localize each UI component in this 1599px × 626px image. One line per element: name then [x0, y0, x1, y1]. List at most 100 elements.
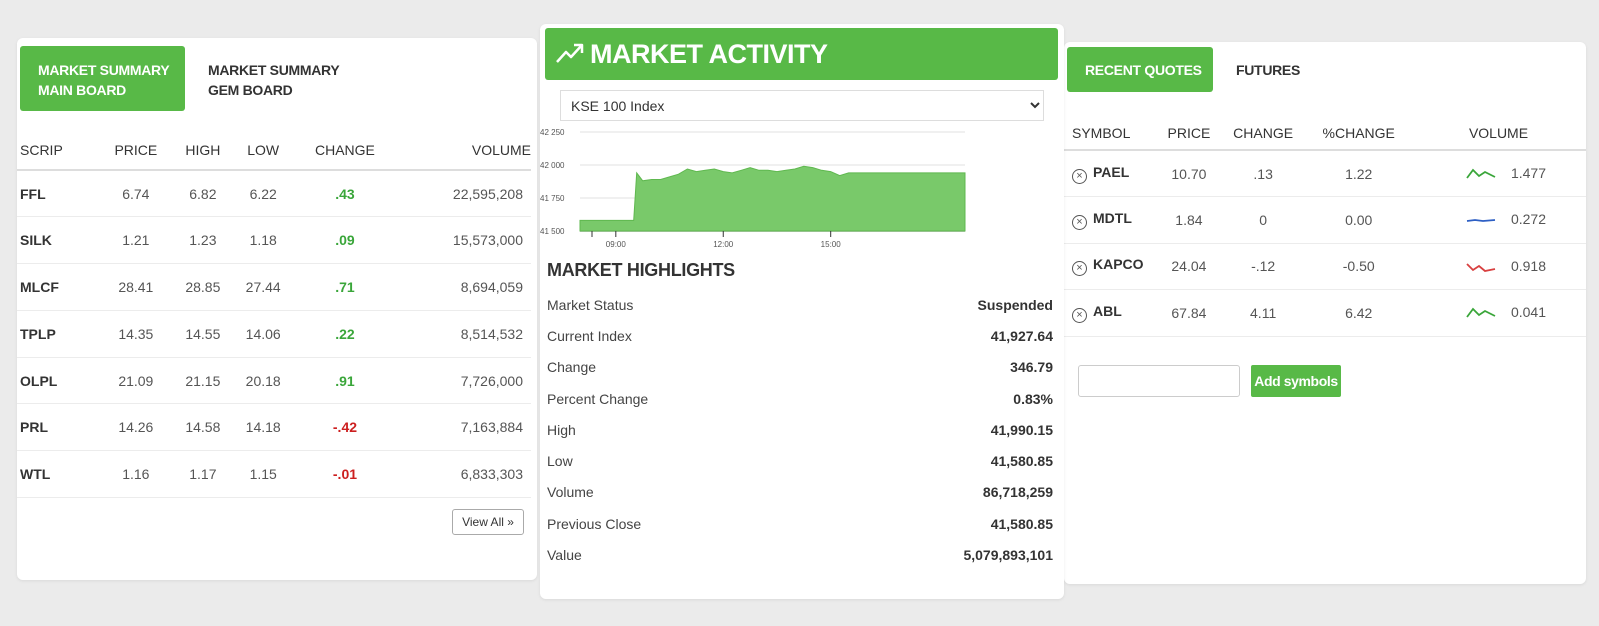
table-row[interactable]: × PAEL 10.70.13 1.22 1.477: [1064, 150, 1586, 197]
cell-high: 21.15: [172, 357, 234, 405]
view-all-button[interactable]: View All »: [452, 509, 524, 535]
highlight-value: 346.79: [1010, 359, 1053, 376]
cell-change: .22: [293, 310, 397, 358]
col-header-change[interactable]: CHANGE: [293, 130, 397, 171]
highlight-row: Low 41,580.85: [547, 445, 1053, 476]
col-header-price[interactable]: PRICE: [1158, 116, 1220, 151]
highlight-value: 41,990.15: [990, 421, 1053, 438]
cell-change: .13: [1219, 150, 1307, 197]
cell-low: 27.44: [233, 263, 294, 311]
col-header-volume[interactable]: VOLUME: [1411, 116, 1586, 151]
cell-pct-change: -0.50: [1306, 243, 1411, 290]
trend-up-icon: [556, 43, 584, 63]
y-tick-label: 41 750: [540, 194, 565, 203]
cell-price: 14.26: [99, 403, 173, 452]
highlight-label: High: [547, 421, 576, 438]
col-header-high[interactable]: HIGH: [172, 130, 234, 171]
x-tick-label: 09:00: [606, 240, 627, 249]
table-row[interactable]: OLPL 21.09 21.15 20.18.91 7,726,000: [17, 357, 531, 405]
col-header-change[interactable]: CHANGE: [1219, 116, 1307, 151]
market-highlights-list: Market Status Suspended Current Index 41,92…: [547, 289, 1053, 571]
cell-scrip: PRL: [17, 403, 99, 452]
volume-value: 0.918: [1510, 257, 1546, 274]
cell-low: 1.18: [233, 216, 294, 265]
highlight-row: Volume 86,718,259: [547, 477, 1053, 508]
cell-price: 1.16: [99, 450, 173, 499]
highlight-value: 86,718,259: [982, 484, 1053, 501]
tab-market-summary-gem-board[interactable]: MARKET SUMMARY GEM BOARD: [208, 60, 340, 100]
y-tick-label: 42 250: [540, 128, 565, 137]
cell-low: 6.22: [233, 170, 294, 218]
symbol-label: MDTL: [1093, 209, 1132, 226]
market-summary-panel: MARKET SUMMARY MAIN BOARD MARKET SUMMARY…: [17, 38, 537, 580]
highlight-label: Change: [547, 359, 597, 376]
recent-quotes-table: SYMBOL PRICE CHANGE %CHANGE VOLUME × PAEL…: [1064, 116, 1586, 337]
cell-scrip: FFL: [17, 170, 99, 218]
cell-scrip: TPLP: [17, 310, 99, 358]
cell-price: 1.21: [99, 216, 173, 265]
highlight-label: Volume: [547, 484, 594, 501]
cell-volume: 8,694,059: [396, 263, 531, 311]
cell-scrip: SILK: [17, 216, 99, 265]
col-header-price[interactable]: PRICE: [99, 130, 173, 171]
index-select[interactable]: KSE 100 Index: [560, 90, 1044, 121]
table-row[interactable]: SILK 1.21 1.23 1.18.09 15,573,000: [17, 216, 531, 265]
y-tick-label: 42 000: [540, 161, 565, 170]
remove-icon[interactable]: ×: [1072, 261, 1087, 277]
cell-symbol: × PAEL: [1064, 150, 1158, 197]
sparkline-line: [1466, 168, 1496, 179]
cell-symbol: × MDTL: [1064, 196, 1158, 244]
add-symbols-button[interactable]: Add symbols: [1251, 365, 1341, 397]
remove-icon[interactable]: ×: [1072, 307, 1087, 323]
cell-symbol: × ABL: [1064, 289, 1158, 337]
market-activity-header: MARKET ACTIVITY: [545, 28, 1058, 80]
remove-icon[interactable]: ×: [1072, 214, 1087, 230]
cell-price: 10.70: [1158, 150, 1220, 197]
cell-change: -.42: [293, 403, 397, 452]
cell-pct-change: 0.00: [1306, 196, 1411, 244]
remove-icon[interactable]: ×: [1072, 168, 1087, 184]
table-header-row: SYMBOL PRICE CHANGE %CHANGE VOLUME: [1064, 116, 1586, 151]
highlight-label: Low: [547, 453, 573, 470]
market-summary-table: SCRIP PRICE HIGH LOW CHANGE VOLUME FFL 6.…: [17, 130, 531, 499]
cell-volume: 1.477: [1411, 150, 1586, 197]
volume-value: 1.477: [1510, 164, 1546, 181]
table-row[interactable]: × MDTL 1.84 0 0.00 0.272: [1064, 196, 1586, 244]
cell-price: 14.35: [99, 310, 173, 358]
table-row[interactable]: TPLP 14.35 14.55 14.06.22 8,514,532: [17, 310, 531, 358]
sparkline-up: [1466, 308, 1496, 318]
col-header-volume[interactable]: VOLUME: [396, 130, 531, 171]
col-header-symbol[interactable]: SYMBOL: [1064, 116, 1158, 151]
tab-label-line1: MARKET SUMMARY: [208, 62, 340, 78]
cell-pct-change: 1.22: [1306, 150, 1411, 197]
highlight-label: Current Index: [547, 327, 632, 344]
symbol-label: PAEL: [1093, 163, 1130, 180]
cell-volume: 7,163,884: [396, 403, 531, 452]
col-header-pct-change[interactable]: %CHANGE: [1306, 116, 1411, 151]
highlight-value: 0.83%: [1013, 390, 1053, 407]
add-symbol-input[interactable]: [1078, 365, 1240, 397]
chart-x-axis: 09:00 12:00 15:00: [591, 231, 841, 249]
highlight-value: 41,927.64: [990, 327, 1053, 344]
tab-futures[interactable]: FUTURES: [1236, 62, 1301, 78]
highlight-value: 5,079,893,101: [963, 547, 1053, 564]
table-row[interactable]: × KAPCO 24.04 -.12 -0.50 0.918: [1064, 243, 1586, 290]
tab-recent-quotes[interactable]: RECENT QUOTES: [1067, 47, 1213, 92]
table-row[interactable]: × ABL 67.84 4.11 6.42 0.041: [1064, 289, 1586, 337]
cell-price: 1.84: [1158, 196, 1220, 244]
table-row[interactable]: WTL 1.16 1.17 1.15 -.01 6,833,303: [17, 450, 531, 499]
tab-market-summary-main-board[interactable]: MARKET SUMMARY MAIN BOARD: [20, 46, 185, 111]
table-row[interactable]: MLCF 28.41 28.85 27.44.71 8,694,059: [17, 263, 531, 311]
cell-symbol: × KAPCO: [1064, 243, 1158, 290]
table-row[interactable]: FFL 6.74 6.82 6.22.43 22,595,208: [17, 170, 531, 218]
table-row[interactable]: PRL 14.26 14.58 14.18 -.42 7,163,884: [17, 403, 531, 452]
volume-value: 0.272: [1510, 211, 1546, 228]
highlight-row: Percent Change 0.83%: [547, 383, 1053, 414]
cell-price: 28.41: [99, 263, 173, 311]
symbol-label: ABL: [1093, 302, 1122, 319]
highlight-row: Market Status Suspended: [547, 289, 1053, 320]
col-header-low[interactable]: LOW: [233, 130, 294, 171]
highlight-label: Market Status: [547, 296, 634, 313]
cell-scrip: WTL: [17, 450, 99, 499]
col-header-scrip[interactable]: SCRIP: [17, 130, 99, 171]
